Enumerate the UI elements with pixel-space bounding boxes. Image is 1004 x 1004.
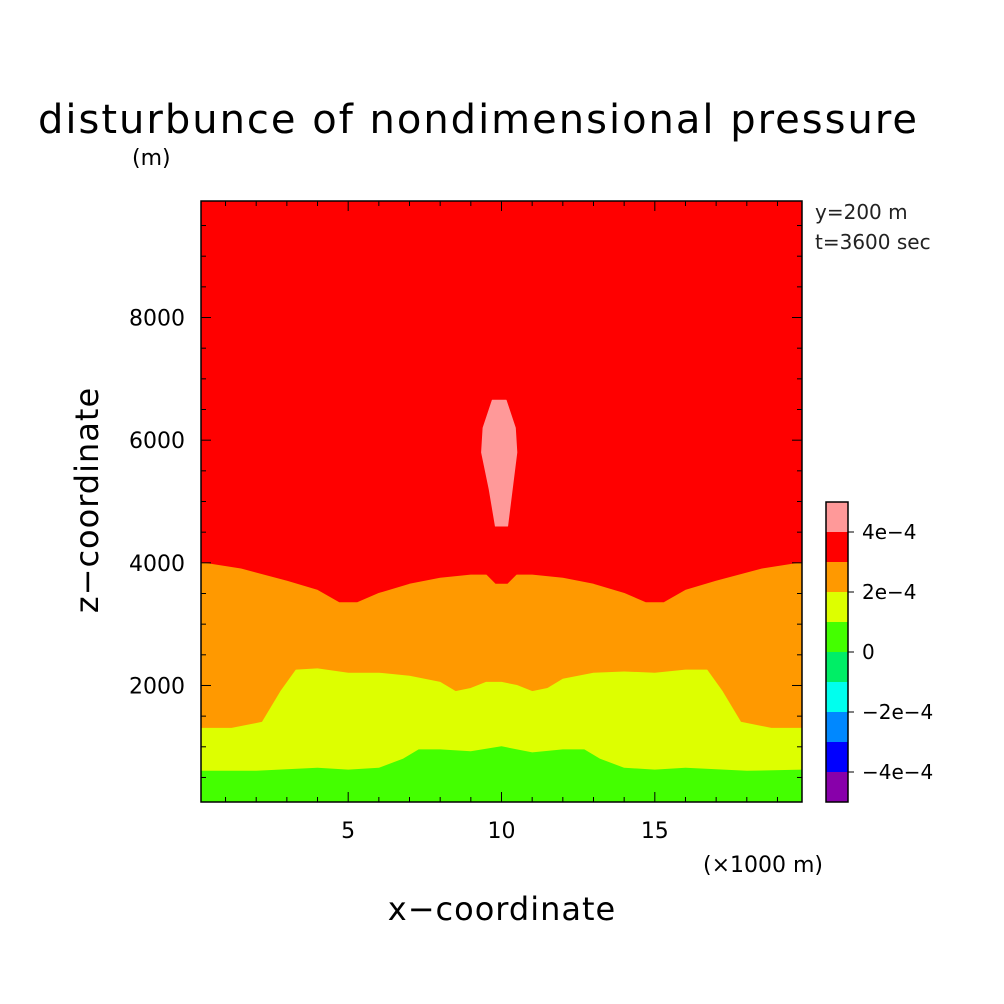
y-tick-label: 4000 [129, 552, 185, 577]
colorbar-label: 0 [862, 640, 875, 664]
colorbar-swatch [826, 532, 848, 562]
colorbar-swatch [826, 562, 848, 592]
colorbar-label: −2e−4 [862, 700, 933, 724]
region-above-4e-4 [481, 399, 518, 527]
annotation-t: t=3600 sec [815, 230, 931, 254]
y-tick-label: 8000 [129, 307, 185, 332]
y-tick-label: 2000 [129, 674, 185, 699]
colorbar-label: −4e−4 [862, 760, 933, 784]
colorbar-swatch [826, 502, 848, 532]
x-axis-unit: (×1000 m) [703, 853, 823, 878]
plot-area [200, 200, 803, 803]
colorbar: 4e−4 2e−4 0 −2e−4 −4e−4 [825, 501, 933, 803]
x-tick-label: 10 [488, 819, 516, 844]
colorbar-swatch [826, 682, 848, 712]
colorbar-swatch [826, 742, 848, 772]
x-tick-label: 5 [341, 819, 355, 844]
colorbar-swatch [826, 622, 848, 652]
x-tick-label: 15 [641, 819, 669, 844]
colorbar-label: 2e−4 [862, 580, 917, 604]
tick-marks [201, 201, 802, 802]
colorbar-label: 4e−4 [862, 520, 917, 544]
colorbar-swatch [826, 592, 848, 622]
colorbar-swatch [826, 652, 848, 682]
x-tick-labels: 5 10 15 [341, 819, 669, 844]
region-below-0 [200, 746, 803, 803]
y-tick-labels: 2000 4000 6000 8000 [129, 307, 185, 700]
region-0-to-2e-4 [200, 668, 803, 803]
y-axis-label: z−coordinate [68, 387, 106, 613]
chart-title: disturbunce of nondimensional pressure [38, 97, 919, 143]
annotation-y: y=200 m [815, 200, 908, 224]
y-tick-label: 6000 [129, 429, 185, 454]
colorbar-swatch [826, 772, 848, 802]
y-axis-unit: (m) [132, 146, 171, 171]
x-axis-label: x−coordinate [388, 890, 616, 928]
colorbar-swatch [826, 712, 848, 742]
